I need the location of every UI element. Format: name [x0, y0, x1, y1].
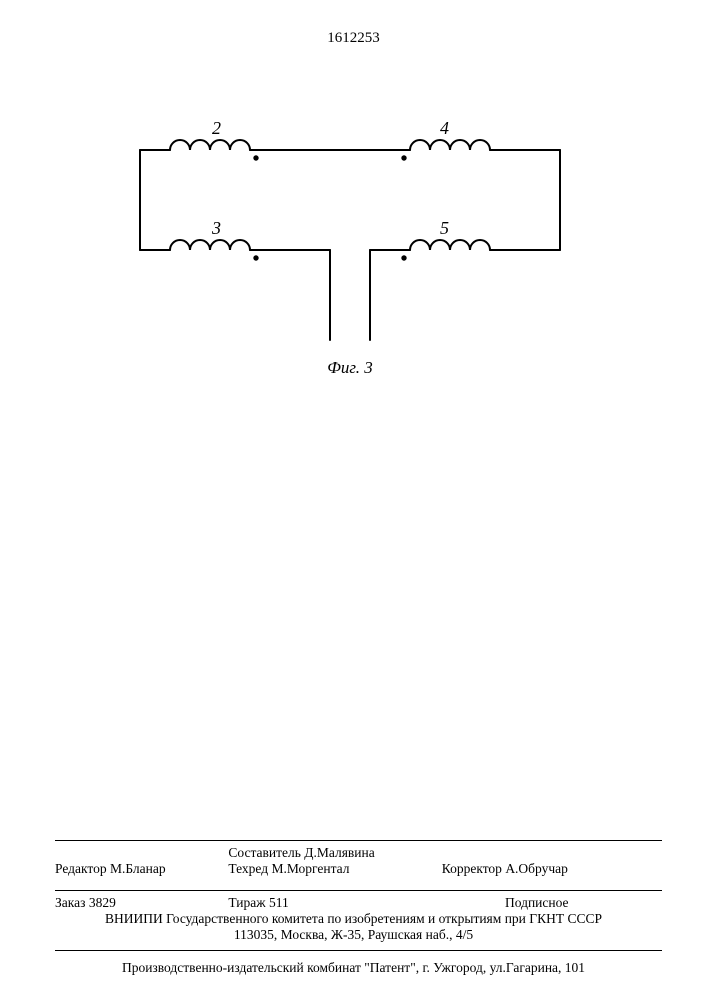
- subscription-label: Подписное: [505, 895, 569, 910]
- techred-label: Техред: [228, 861, 268, 876]
- compiler-name: Д.Малявина: [304, 845, 374, 860]
- editor-name: М.Бланар: [110, 861, 166, 876]
- coil-label-5: 5: [440, 218, 449, 239]
- publisher-line: Производственно-издательский комбинат "П…: [122, 960, 585, 975]
- corrector-label: Корректор: [442, 861, 502, 876]
- compiler-label: Составитель: [228, 845, 301, 860]
- footer-publisher: Производственно-издательский комбинат "П…: [0, 960, 707, 976]
- techred-name: М.Моргентал: [271, 861, 349, 876]
- coil-label-4: 4: [440, 118, 449, 139]
- schematic-svg: [120, 120, 580, 350]
- org-line-2: 113035, Москва, Ж-35, Раушская наб., 4/5: [234, 927, 473, 942]
- footer-credits: Редактор М.Бланар Составитель Д.Малявина…: [55, 845, 652, 877]
- page: 1612253 2 4 3 5 Фиг. 3 Редактор М.Бланар…: [0, 0, 707, 1000]
- editor-label: Редактор: [55, 861, 107, 876]
- coil-label-2: 2: [212, 118, 221, 139]
- coil-label-3: 3: [212, 218, 221, 239]
- tirazh-value: 511: [269, 895, 289, 910]
- footer-publication: Заказ 3829 Тираж 511 Подписное ВНИИПИ Го…: [55, 895, 652, 944]
- figure-3: 2 4 3 5 Фиг. 3: [120, 120, 580, 380]
- document-number: 1612253: [0, 30, 707, 47]
- tirazh-label: Тираж: [228, 895, 265, 910]
- org-line-1: ВНИИПИ Государственного комитета по изоб…: [105, 911, 602, 926]
- order-number: 3829: [89, 895, 116, 910]
- footer-rule-3: [55, 950, 662, 951]
- footer-rule-2: [55, 890, 662, 891]
- order-label: Заказ: [55, 895, 85, 910]
- corrector-name: А.Обручар: [505, 861, 568, 876]
- figure-caption: Фиг. 3: [120, 358, 580, 378]
- footer-rule-1: [55, 840, 662, 841]
